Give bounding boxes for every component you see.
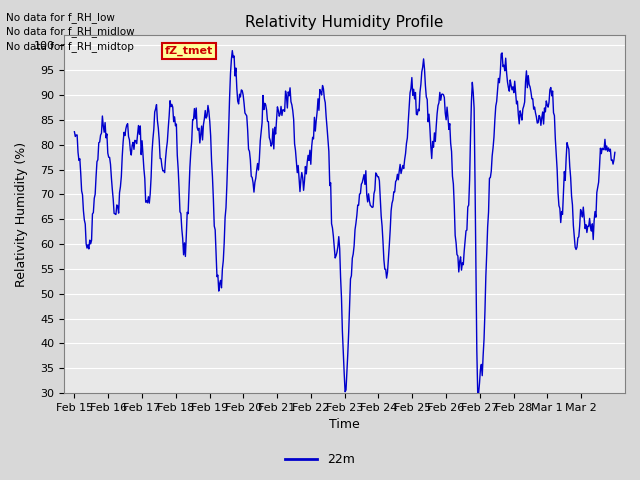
Title: Relativity Humidity Profile: Relativity Humidity Profile: [246, 15, 444, 30]
Text: No data for f_RH_midtop: No data for f_RH_midtop: [6, 41, 134, 52]
Text: No data for f_RH_midlow: No data for f_RH_midlow: [6, 26, 135, 37]
Text: fZ_tmet: fZ_tmet: [165, 46, 214, 56]
Y-axis label: Relativity Humidity (%): Relativity Humidity (%): [15, 142, 28, 287]
Text: No data for f_RH_low: No data for f_RH_low: [6, 12, 115, 23]
Legend: 22m: 22m: [280, 448, 360, 471]
X-axis label: Time: Time: [329, 419, 360, 432]
